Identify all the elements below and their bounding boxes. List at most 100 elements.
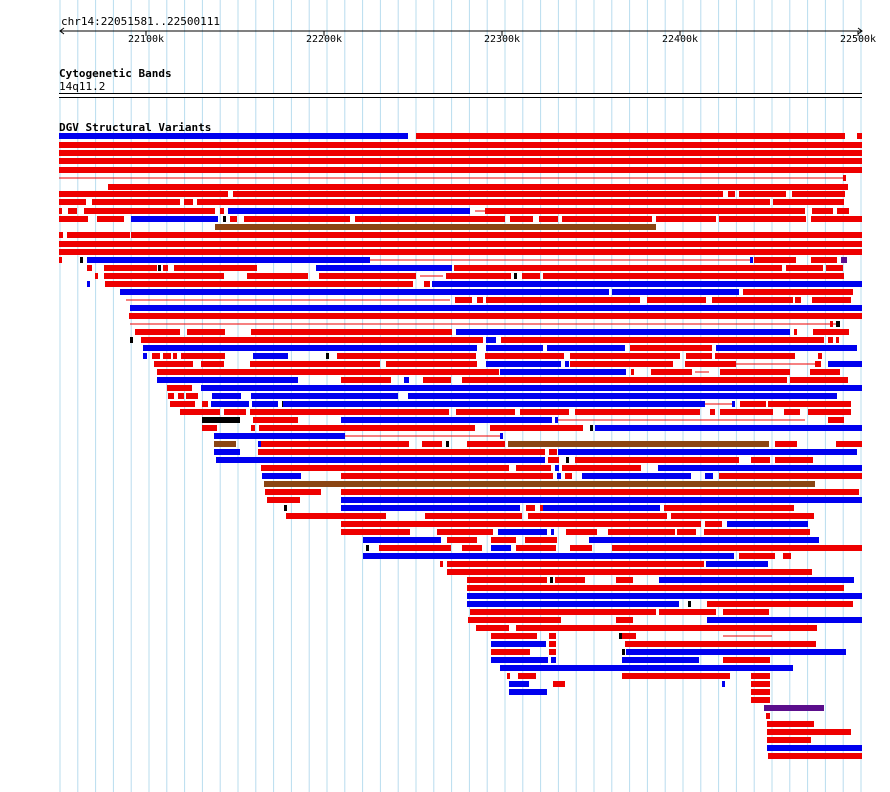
variant-feature[interactable] (186, 393, 198, 399)
variant-feature[interactable] (841, 257, 847, 263)
variant-feature[interactable] (456, 329, 790, 335)
variant-feature[interactable] (67, 232, 130, 238)
variant-feature[interactable] (467, 585, 844, 591)
variant-feature[interactable] (509, 681, 529, 687)
variant-feature[interactable] (341, 417, 552, 423)
variant-feature[interactable] (447, 569, 812, 575)
variant-feature[interactable] (157, 377, 298, 383)
variant-feature[interactable] (837, 208, 849, 214)
variant-feature[interactable] (612, 289, 739, 295)
variant-feature[interactable] (500, 665, 793, 671)
variant-feature[interactable] (767, 745, 862, 751)
variant-feature[interactable] (491, 545, 511, 551)
variant-feature[interactable] (575, 409, 700, 415)
variant-feature[interactable] (211, 401, 249, 407)
variant-feature[interactable] (707, 601, 853, 607)
variant-feature[interactable] (462, 545, 482, 551)
variant-feature[interactable] (408, 393, 837, 399)
variant-feature[interactable] (59, 167, 862, 173)
variant-feature[interactable] (253, 353, 288, 359)
variant-feature[interactable] (253, 417, 298, 423)
variant-feature[interactable] (97, 216, 124, 222)
variant-feature[interactable] (706, 561, 768, 567)
variant-feature[interactable] (719, 473, 862, 479)
variant-feature[interactable] (707, 617, 862, 623)
variant-feature[interactable] (570, 361, 673, 367)
variant-feature[interactable] (404, 377, 409, 383)
variant-feature[interactable] (87, 281, 90, 287)
variant-feature[interactable] (720, 369, 790, 375)
variant-feature[interactable] (59, 158, 862, 164)
variant-feature[interactable] (131, 216, 218, 222)
variant-feature[interactable] (178, 393, 184, 399)
variant-feature[interactable] (59, 241, 862, 247)
variant-feature[interactable] (158, 265, 161, 271)
variant-feature[interactable] (215, 224, 656, 230)
variant-feature[interactable] (59, 199, 86, 205)
variant-feature[interactable] (216, 457, 545, 463)
variant-feature[interactable] (455, 297, 472, 303)
variant-feature[interactable] (715, 353, 795, 359)
variant-feature[interactable] (520, 409, 569, 415)
variant-feature[interactable] (616, 577, 633, 583)
variant-feature[interactable] (671, 513, 814, 519)
variant-feature[interactable] (518, 673, 536, 679)
variant-feature[interactable] (826, 265, 843, 271)
variant-feature[interactable] (813, 329, 849, 335)
variant-feature[interactable] (751, 697, 770, 703)
variant-feature[interactable] (582, 473, 691, 479)
variant-feature[interactable] (130, 337, 133, 343)
variant-feature[interactable] (224, 409, 246, 415)
variant-feature[interactable] (337, 353, 476, 359)
variant-feature[interactable] (470, 609, 656, 615)
variant-feature[interactable] (220, 208, 224, 214)
variant-feature[interactable] (326, 353, 329, 359)
variant-feature[interactable] (201, 385, 862, 391)
variant-feature[interactable] (836, 337, 839, 343)
variant-feature[interactable] (467, 593, 862, 599)
variant-feature[interactable] (516, 625, 817, 631)
variant-feature[interactable] (214, 441, 236, 447)
variant-feature[interactable] (507, 673, 510, 679)
variant-feature[interactable] (784, 409, 800, 415)
variant-feature[interactable] (184, 199, 193, 205)
variant-feature[interactable] (267, 497, 300, 503)
variant-feature[interactable] (141, 337, 483, 343)
variant-feature[interactable] (446, 441, 449, 447)
variant-feature[interactable] (485, 208, 805, 214)
variant-feature[interactable] (135, 329, 180, 335)
variant-feature[interactable] (795, 297, 801, 303)
variant-feature[interactable] (540, 505, 544, 511)
variant-feature[interactable] (491, 633, 537, 639)
variant-feature[interactable] (341, 497, 862, 503)
variant-feature[interactable] (286, 513, 386, 519)
variant-feature[interactable] (486, 297, 640, 303)
variant-feature[interactable] (80, 257, 83, 263)
variant-feature[interactable] (812, 297, 851, 303)
variant-feature[interactable] (705, 521, 722, 527)
variant-feature[interactable] (247, 273, 308, 279)
variant-feature[interactable] (233, 191, 723, 197)
variant-feature[interactable] (491, 657, 548, 663)
variant-feature[interactable] (539, 216, 558, 222)
variant-feature[interactable] (723, 609, 769, 615)
variant-feature[interactable] (794, 329, 797, 335)
variant-feature[interactable] (550, 577, 553, 583)
variant-feature[interactable] (543, 273, 844, 279)
variant-feature[interactable] (558, 449, 857, 455)
variant-feature[interactable] (811, 257, 837, 263)
variant-feature[interactable] (857, 133, 862, 139)
variant-feature[interactable] (608, 529, 675, 535)
variant-feature[interactable] (590, 425, 593, 431)
variant-feature[interactable] (728, 191, 735, 197)
variant-feature[interactable] (87, 257, 370, 263)
variant-feature[interactable] (566, 529, 597, 535)
variant-feature[interactable] (59, 191, 228, 197)
variant-feature[interactable] (467, 441, 505, 447)
variant-feature[interactable] (59, 142, 862, 148)
variant-feature[interactable] (462, 377, 787, 383)
variant-feature[interactable] (555, 417, 558, 423)
variant-feature[interactable] (167, 385, 192, 391)
variant-feature[interactable] (516, 545, 556, 551)
variant-feature[interactable] (447, 537, 477, 543)
